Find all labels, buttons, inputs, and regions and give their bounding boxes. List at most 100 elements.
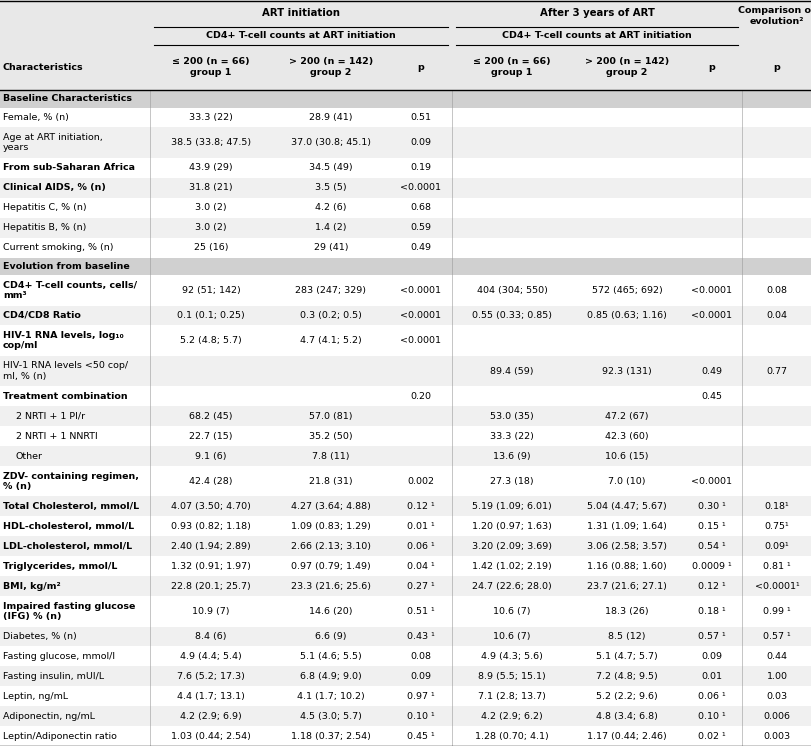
- Text: 28.9 (41): 28.9 (41): [309, 113, 352, 122]
- Text: 3.5 (5): 3.5 (5): [315, 184, 346, 192]
- Text: 6.6 (9): 6.6 (9): [315, 632, 346, 641]
- Text: After 3 years of ART: After 3 years of ART: [539, 8, 654, 18]
- Text: 0.20: 0.20: [410, 392, 431, 401]
- Text: 0.09: 0.09: [701, 652, 722, 661]
- Bar: [0, 497, 811, 516]
- Text: 0.30 ¹: 0.30 ¹: [697, 502, 725, 511]
- Bar: [0, 726, 811, 746]
- Bar: [0, 237, 811, 257]
- Text: 37.0 (30.8; 45.1): 37.0 (30.8; 45.1): [290, 138, 371, 147]
- Text: Leptin/Adiponectin ratio: Leptin/Adiponectin ratio: [3, 732, 117, 741]
- Text: 0.10 ¹: 0.10 ¹: [697, 712, 725, 721]
- Bar: [0, 466, 811, 497]
- Text: 10.9 (7): 10.9 (7): [192, 606, 230, 615]
- Text: 7.1 (2.8; 13.7): 7.1 (2.8; 13.7): [478, 692, 545, 700]
- Text: 4.9 (4.4; 5.4): 4.9 (4.4; 5.4): [180, 652, 242, 661]
- Text: HIV-1 RNA levels <50 cop/
ml, % (n): HIV-1 RNA levels <50 cop/ ml, % (n): [3, 362, 128, 381]
- Text: Total Cholesterol, mmol/L: Total Cholesterol, mmol/L: [3, 502, 139, 511]
- Bar: [0, 686, 811, 706]
- Text: 0.85 (0.63; 1.16): 0.85 (0.63; 1.16): [586, 311, 666, 320]
- Text: 24.7 (22.6; 28.0): 24.7 (22.6; 28.0): [471, 582, 551, 591]
- Bar: [0, 706, 811, 726]
- Text: 1.18 (0.37; 2.54): 1.18 (0.37; 2.54): [290, 732, 371, 741]
- Text: 7.8 (11): 7.8 (11): [312, 451, 350, 460]
- Text: 0.3 (0.2; 0.5): 0.3 (0.2; 0.5): [300, 311, 362, 320]
- Bar: [0, 557, 811, 576]
- Text: ZDV- containing regimen,
% (n): ZDV- containing regimen, % (n): [3, 471, 139, 491]
- Text: Impaired fasting glucose
(IFG) % (n): Impaired fasting glucose (IFG) % (n): [3, 601, 135, 621]
- Text: 2 NRTI + 1 PI/r: 2 NRTI + 1 PI/r: [16, 412, 85, 421]
- Text: 7.6 (5.2; 17.3): 7.6 (5.2; 17.3): [177, 672, 245, 681]
- Text: 0.10 ¹: 0.10 ¹: [406, 712, 435, 721]
- Text: 0.43 ¹: 0.43 ¹: [406, 632, 435, 641]
- Text: 5.1 (4.6; 5.5): 5.1 (4.6; 5.5): [300, 652, 362, 661]
- Text: 0.93 (0.82; 1.18): 0.93 (0.82; 1.18): [171, 522, 251, 531]
- Text: p: p: [417, 63, 424, 72]
- Text: 0.51: 0.51: [410, 113, 431, 122]
- Bar: [0, 446, 811, 466]
- Text: 0.0009 ¹: 0.0009 ¹: [691, 562, 731, 571]
- Bar: [0, 666, 811, 686]
- Text: CD4+ T-cell counts at ART initiation: CD4+ T-cell counts at ART initiation: [501, 31, 691, 40]
- Bar: [0, 275, 811, 306]
- Text: 1.03 (0.44; 2.54): 1.03 (0.44; 2.54): [171, 732, 251, 741]
- Text: 0.51 ¹: 0.51 ¹: [406, 606, 435, 615]
- Text: 4.2 (2.9; 6.9): 4.2 (2.9; 6.9): [180, 712, 242, 721]
- Text: 0.54 ¹: 0.54 ¹: [697, 542, 725, 551]
- Text: 1.16 (0.88; 1.60): 1.16 (0.88; 1.60): [586, 562, 666, 571]
- Text: 68.2 (45): 68.2 (45): [189, 412, 233, 421]
- Bar: [0, 306, 811, 325]
- Text: 0.99 ¹: 0.99 ¹: [762, 606, 790, 615]
- Text: 0.18¹: 0.18¹: [764, 502, 788, 511]
- Text: 0.57 ¹: 0.57 ¹: [697, 632, 725, 641]
- Bar: [0, 218, 811, 237]
- Text: 0.01: 0.01: [701, 672, 722, 681]
- Text: 33.3 (22): 33.3 (22): [189, 113, 233, 122]
- Text: CD4+ T-cell counts, cells/
mm³: CD4+ T-cell counts, cells/ mm³: [3, 280, 137, 300]
- Text: 0.81 ¹: 0.81 ¹: [762, 562, 790, 571]
- Text: 1.42 (1.02; 2.19): 1.42 (1.02; 2.19): [471, 562, 551, 571]
- Text: 4.9 (4.3; 5.6): 4.9 (4.3; 5.6): [480, 652, 543, 661]
- Text: 92.3 (131): 92.3 (131): [602, 366, 651, 376]
- Bar: [0, 178, 811, 198]
- Text: <0.0001: <0.0001: [691, 286, 732, 295]
- Text: 4.2 (2.9; 6.2): 4.2 (2.9; 6.2): [481, 712, 543, 721]
- Text: Hepatitis C, % (n): Hepatitis C, % (n): [3, 203, 87, 212]
- Text: 10.6 (7): 10.6 (7): [492, 606, 530, 615]
- Text: 4.7 (4.1; 5.2): 4.7 (4.1; 5.2): [300, 336, 362, 345]
- Text: 0.04: 0.04: [766, 311, 787, 320]
- Text: 1.28 (0.70; 4.1): 1.28 (0.70; 4.1): [474, 732, 548, 741]
- Bar: [0, 516, 811, 536]
- Text: 18.3 (26): 18.3 (26): [604, 606, 648, 615]
- Text: p: p: [773, 63, 779, 72]
- Text: 6.8 (4.9; 9.0): 6.8 (4.9; 9.0): [300, 672, 362, 681]
- Text: Triglycerides, mmol/L: Triglycerides, mmol/L: [3, 562, 118, 571]
- Bar: [0, 407, 811, 426]
- Text: 4.07 (3.50; 4.70): 4.07 (3.50; 4.70): [171, 502, 251, 511]
- Text: Other: Other: [16, 451, 43, 460]
- Text: 0.18 ¹: 0.18 ¹: [697, 606, 725, 615]
- Text: 10.6 (15): 10.6 (15): [604, 451, 648, 460]
- Text: 5.1 (4.7; 5.7): 5.1 (4.7; 5.7): [595, 652, 657, 661]
- Bar: [0, 198, 811, 218]
- Text: 57.0 (81): 57.0 (81): [309, 412, 352, 421]
- Text: Adiponectin, ng/mL: Adiponectin, ng/mL: [3, 712, 95, 721]
- Text: 1.09 (0.83; 1.29): 1.09 (0.83; 1.29): [290, 522, 371, 531]
- Text: 0.49: 0.49: [410, 243, 431, 252]
- Text: <0.0001¹: <0.0001¹: [753, 582, 798, 591]
- Text: 89.4 (59): 89.4 (59): [490, 366, 533, 376]
- Text: Comparison of
evolution²: Comparison of evolution²: [737, 6, 811, 26]
- Text: 31.8 (21): 31.8 (21): [189, 184, 233, 192]
- Text: 4.1 (1.7; 10.2): 4.1 (1.7; 10.2): [297, 692, 364, 700]
- Text: 0.09: 0.09: [410, 138, 431, 147]
- Text: 3.0 (2): 3.0 (2): [195, 223, 226, 232]
- Text: 0.15 ¹: 0.15 ¹: [697, 522, 725, 531]
- Text: 0.06 ¹: 0.06 ¹: [406, 542, 435, 551]
- Text: 3.20 (2.09; 3.69): 3.20 (2.09; 3.69): [471, 542, 551, 551]
- Text: Clinical AIDS, % (n): Clinical AIDS, % (n): [3, 184, 105, 192]
- Bar: [0, 128, 811, 158]
- Text: 42.3 (60): 42.3 (60): [604, 432, 648, 441]
- Text: 23.3 (21.6; 25.6): 23.3 (21.6; 25.6): [290, 582, 371, 591]
- Text: 42.4 (28): 42.4 (28): [189, 477, 233, 486]
- Text: 0.44: 0.44: [766, 652, 787, 661]
